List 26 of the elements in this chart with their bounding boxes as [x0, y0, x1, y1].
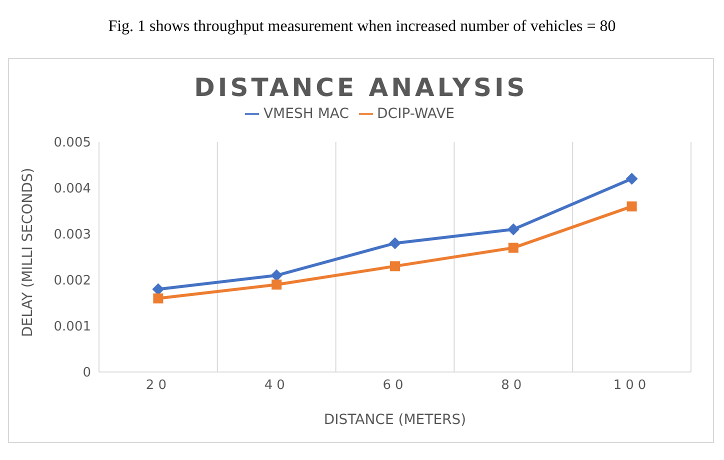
- x-tick-label: 40: [264, 378, 289, 394]
- x-tick-label: 100: [613, 378, 650, 394]
- legend-label: DCIP-WAVE: [377, 106, 455, 122]
- x-tick-label: 80: [501, 378, 526, 394]
- y-tick-label: 0.003: [54, 228, 91, 243]
- chart-title: DISTANCE ANALYSIS: [193, 72, 529, 102]
- point: [272, 280, 282, 290]
- point: [153, 293, 164, 304]
- point: [270, 269, 283, 282]
- y-tick-label: 0.001: [54, 320, 91, 335]
- legend-label: VMESH MAC: [263, 106, 350, 122]
- point: [507, 223, 520, 236]
- x-tick-label: 60: [382, 378, 408, 394]
- x-axis-title: DISTANCE (METERS): [324, 412, 466, 428]
- point: [508, 242, 518, 253]
- x-tick-label: 20: [146, 378, 170, 394]
- point: [626, 201, 637, 212]
- point: [389, 237, 401, 250]
- caption: Fig. 1 shows throughput measurement when increased number of vehicles = 80: [107, 17, 617, 37]
- point: [626, 172, 638, 185]
- y-tick-label: 0: [82, 366, 91, 381]
- y-axis-title: DELAY (MILLI SECONDS): [20, 168, 36, 337]
- y-tick-label: 0.005: [54, 136, 91, 151]
- y-tick-label: 0.004: [54, 182, 91, 197]
- y-tick-label: 0.002: [54, 274, 91, 289]
- point: [390, 261, 400, 272]
